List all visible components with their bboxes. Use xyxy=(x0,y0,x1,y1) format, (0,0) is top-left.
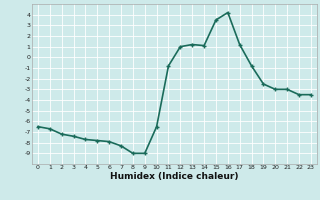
X-axis label: Humidex (Indice chaleur): Humidex (Indice chaleur) xyxy=(110,172,239,181)
